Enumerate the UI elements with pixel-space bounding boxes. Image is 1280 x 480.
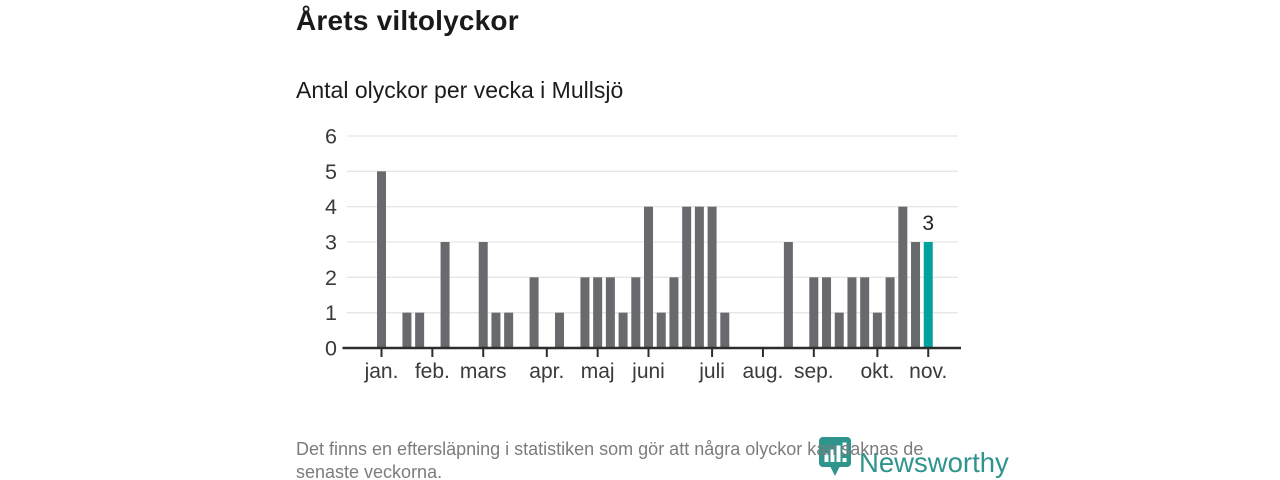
bar [783,242,793,348]
bar [822,277,832,348]
bar [580,277,590,348]
bar [834,312,844,348]
chart-subtitle: Antal olyckor per vecka i Mullsjö [296,77,624,103]
bar [860,277,870,348]
bar [555,312,565,348]
bar [898,206,908,348]
y-axis-label: 0 [325,337,337,361]
bar [605,277,615,348]
page-title: Årets viltolyckor [296,5,519,36]
bar [644,206,654,348]
bar [656,312,666,348]
bar [872,312,882,348]
y-axis-label: 1 [325,301,337,325]
x-axis-label: jan. [364,360,399,383]
bar [669,277,679,348]
bar-highlight [923,242,933,348]
x-axis-label: maj [581,360,615,383]
bar [504,312,514,348]
footer-note: Det finns en eftersläpning i statistiken… [296,438,923,480]
bar [440,242,450,348]
bar [694,206,704,348]
x-axis-label: nov. [909,360,947,383]
x-axis-label: feb. [415,360,450,383]
x-axis-label: apr. [529,360,564,383]
bar [593,277,603,348]
bar [720,312,730,348]
y-axis-label: 4 [325,195,337,219]
bar [847,277,857,348]
y-axis-label: 3 [325,231,337,255]
newsworthy-logo: Newsworthy [818,436,1009,480]
bar [529,277,539,348]
x-axis-label: okt. [860,360,894,383]
bar [618,312,628,348]
bar [707,206,717,348]
newsworthy-wordmark: Newsworthy [859,447,1009,478]
x-axis-label: juni [631,360,665,383]
y-axis-label: 2 [325,266,337,290]
bar [415,312,425,348]
bar [478,242,488,348]
x-axis-label: juli [698,360,725,383]
bar [631,277,641,348]
y-axis-label: 6 [325,125,337,149]
footer-note-line: Det finns en eftersläpning i statistiken… [296,439,924,459]
x-axis-label: aug. [743,360,784,383]
bar [911,242,921,348]
bar [402,312,412,348]
newsworthy-marker-icon [819,437,851,476]
x-axis-label: mars [460,360,507,383]
x-axis-label: sep. [794,360,834,383]
bar [377,171,386,348]
bar [885,277,895,348]
footer-note-line: senaste veckorna. [296,461,443,480]
bar [491,312,501,348]
bar [809,277,819,348]
accidents-chart: 0 1 2 3 4 5 6 jan. feb. mars apr. maj juni juli aug. se… [325,125,961,383]
y-axis-label: 5 [325,160,337,184]
bar [682,206,692,348]
highlight-value-label: 3 [922,212,934,235]
